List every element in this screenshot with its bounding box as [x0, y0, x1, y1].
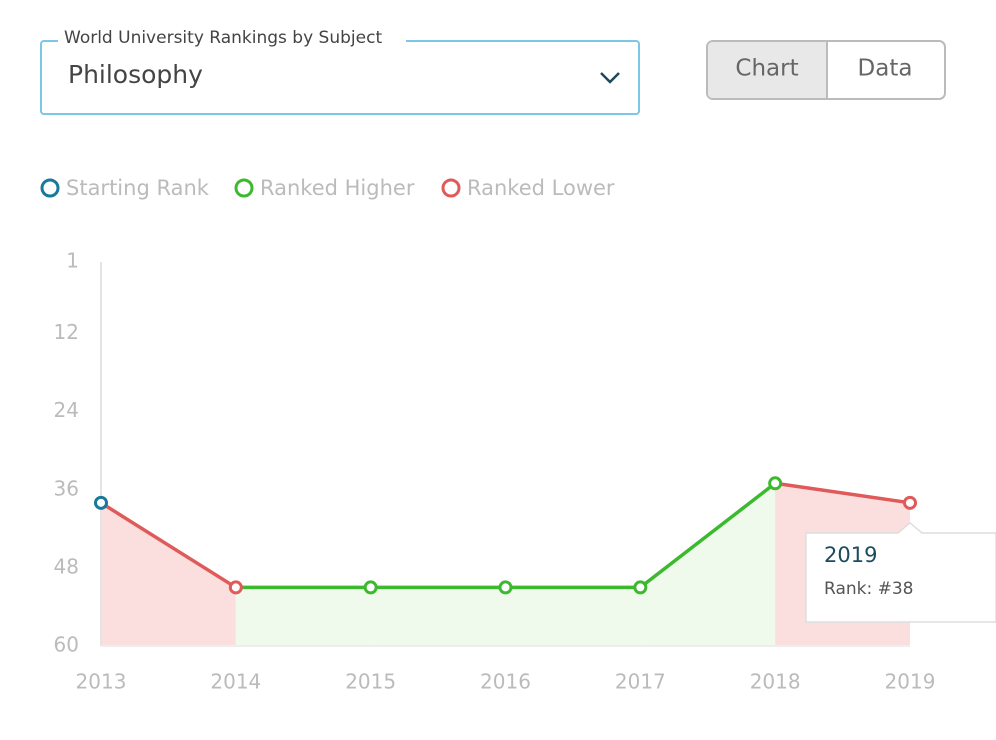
point	[94, 495, 108, 510]
dropdown-label: World University Rankings by Subject	[64, 28, 382, 48]
x-tick-label: 2019	[885, 670, 936, 694]
legend-label: Ranked Higher	[260, 176, 415, 200]
area	[505, 587, 641, 646]
y-tick-label: 36	[54, 476, 79, 500]
legend-marker	[234, 178, 254, 198]
dropdown-chevron[interactable]	[600, 72, 620, 84]
x-tick-label: 2013	[76, 670, 127, 694]
point	[228, 580, 243, 595]
point	[633, 580, 648, 595]
tooltip-title: 2019	[824, 543, 877, 567]
legend-marker	[40, 178, 60, 198]
point	[903, 495, 917, 510]
toggle-chart[interactable]: Chart	[735, 56, 798, 82]
y-tick-label: 48	[54, 554, 79, 578]
x-tick-label: 2015	[345, 670, 396, 694]
line-segment	[639, 481, 777, 589]
legend-marker	[441, 178, 461, 198]
point	[768, 476, 783, 491]
tooltip-label: Rank: #38	[824, 579, 913, 599]
area	[235, 587, 371, 646]
y-tick-label: 12	[54, 320, 79, 344]
legend-label: Starting Rank	[66, 176, 210, 200]
dropdown-label-bg	[58, 28, 406, 48]
x-tick-label: 2016	[480, 670, 531, 694]
y-tick-label: 60	[54, 633, 79, 657]
area	[370, 587, 506, 646]
y-tick-label: 1	[66, 249, 79, 273]
x-tick-label: 2014	[210, 670, 261, 694]
area	[101, 502, 236, 646]
x-tick-label: 2018	[750, 670, 801, 694]
area	[640, 483, 776, 646]
x-tick-label: 2017	[615, 670, 666, 694]
y-tick-label: 24	[54, 398, 79, 422]
line-segment	[100, 501, 237, 589]
point	[363, 580, 378, 595]
tooltip-box	[805, 521, 996, 623]
toggle-data[interactable]: Data	[858, 56, 913, 82]
dropdown-value: Philosophy	[68, 60, 203, 89]
legend-label: Ranked Lower	[467, 176, 615, 200]
toggle-active-bg	[708, 42, 827, 98]
line-segment	[774, 481, 911, 505]
point	[498, 580, 513, 595]
